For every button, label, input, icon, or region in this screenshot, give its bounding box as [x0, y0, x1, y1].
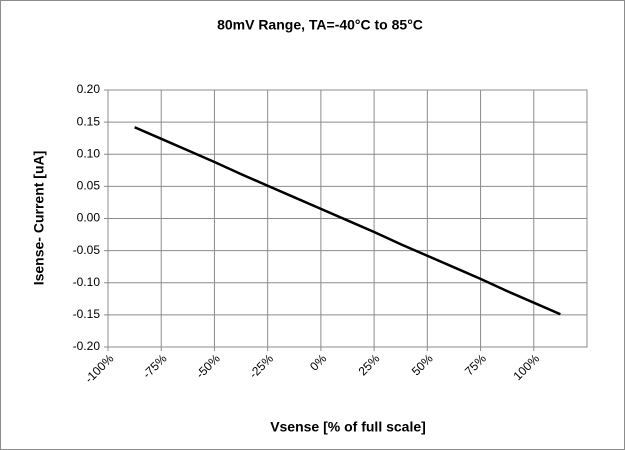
x-axis-title: Vsense [% of full scale] [270, 419, 426, 435]
y-axis-title: Isense- Current [uA] [31, 151, 47, 286]
y-tick-label: 0.05 [77, 179, 101, 193]
y-tick-label: -0.20 [73, 339, 101, 353]
y-tick-label: 0.15 [77, 114, 101, 128]
line [134, 126, 561, 316]
y-tick-label: 0.00 [77, 211, 101, 225]
y-tick-label: 0.20 [77, 82, 101, 96]
chart-title: 80mV Range, TA=-40°C to 85°C [217, 17, 423, 33]
y-tick-label: -0.15 [73, 307, 101, 321]
y-tick-label: 0.10 [77, 146, 101, 160]
y-tick-label: -0.10 [73, 275, 101, 289]
y-tick-label: -0.05 [73, 243, 101, 257]
